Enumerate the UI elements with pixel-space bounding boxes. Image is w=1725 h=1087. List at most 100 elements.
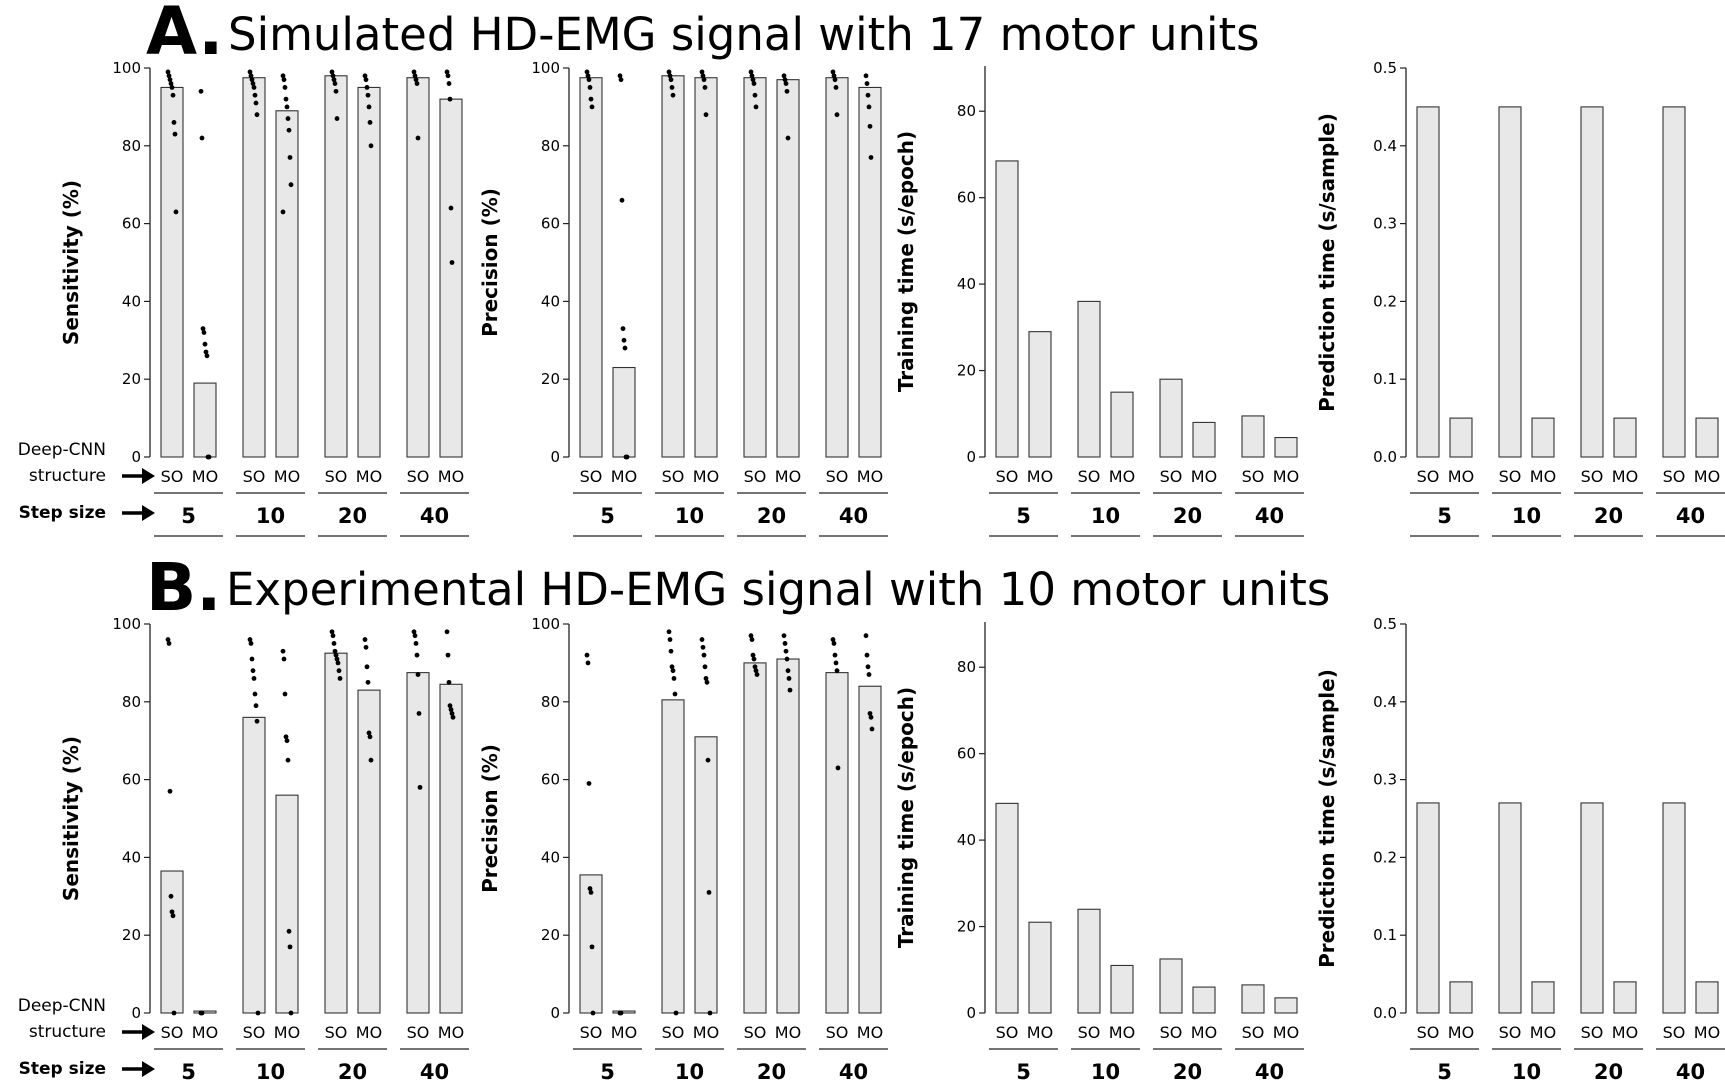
step-size-value: 5: [1016, 504, 1031, 528]
data-point: [754, 672, 760, 677]
bar-mo-step-10: [275, 794, 299, 1014]
data-point: [833, 660, 839, 666]
condition-label-so: SO: [161, 467, 184, 486]
condition-label-so: SO: [996, 467, 1019, 486]
data-point: [288, 1010, 294, 1016]
bar-so-step-10: [661, 699, 685, 1014]
data-point: [165, 69, 171, 75]
data-point: [365, 679, 371, 685]
data-point: [586, 77, 592, 83]
structure-label-line1-b: Deep-CNN: [18, 996, 106, 1016]
y-tick-label: 80: [957, 102, 976, 120]
y-axis-label: Training time (s/epoch): [894, 687, 918, 948]
data-point: [368, 143, 374, 149]
data-point: [333, 652, 339, 658]
data-point: [702, 85, 708, 90]
data-point: [869, 726, 875, 732]
y-tick-label: 80: [122, 693, 141, 711]
data-point: [333, 88, 339, 94]
data-point: [830, 69, 836, 75]
y-tick-label: 20: [541, 370, 560, 388]
step-size-value: 20: [1594, 504, 1623, 528]
data-point: [251, 85, 257, 90]
data-point: [622, 345, 628, 351]
data-point: [749, 73, 755, 79]
step-size-value: 5: [181, 1060, 196, 1083]
condition-label-so: SO: [580, 467, 603, 486]
condition-label-mo: MO: [1448, 1023, 1474, 1042]
data-point: [750, 652, 756, 658]
bar-so-step-40: [406, 77, 430, 458]
condition-label-mo: MO: [1530, 467, 1556, 486]
data-point: [415, 672, 421, 677]
step-size-value: 20: [1173, 504, 1202, 528]
step-size-value: 5: [600, 504, 615, 528]
condition-label-mo: MO: [274, 467, 300, 486]
data-point: [250, 668, 256, 674]
data-point: [669, 664, 675, 670]
data-point: [284, 738, 290, 744]
step-size-value: 5: [1016, 1060, 1031, 1083]
data-point: [832, 652, 838, 658]
data-point: [200, 326, 206, 332]
step-arrow-b: [122, 1061, 155, 1077]
data-point: [589, 944, 595, 950]
y-tick-label: 80: [122, 137, 141, 155]
condition-label-mo: MO: [1273, 467, 1299, 486]
chart-2: 0 20 40 60 80 100 Precision (%) SO MO 5 SO MO 10 SO MO…: [478, 59, 888, 537]
data-point: [666, 69, 672, 75]
data-point: [285, 116, 291, 121]
y-tick-label: 0.5: [1373, 615, 1397, 633]
condition-label-mo: MO: [1109, 1023, 1135, 1042]
y-tick-label: 60: [122, 771, 141, 789]
bar-mo-step-20: [1192, 986, 1216, 1014]
data-point: [621, 337, 627, 343]
y-tick-label: 80: [541, 137, 560, 155]
step-size-value: 20: [1173, 1060, 1202, 1083]
condition-label-so: SO: [580, 1023, 603, 1042]
data-point: [446, 679, 452, 685]
data-point: [201, 330, 207, 335]
data-point: [445, 73, 451, 79]
condition-label-mo: MO: [1027, 1023, 1053, 1042]
condition-label-so: SO: [1581, 467, 1604, 486]
step-size-label-a: Step size: [19, 503, 106, 523]
data-point: [585, 660, 591, 666]
bar-mo-step-20: [1613, 417, 1637, 458]
bar-so-step-40: [1662, 802, 1686, 1014]
condition-label-mo: MO: [857, 1023, 883, 1042]
data-point: [198, 88, 204, 94]
step-size-value: 20: [757, 504, 786, 528]
data-point: [283, 734, 289, 740]
data-point: [332, 648, 338, 654]
step-size-value: 20: [1594, 1060, 1623, 1083]
data-point: [868, 155, 874, 160]
data-point: [447, 96, 453, 102]
data-point: [166, 641, 172, 646]
step-size-value: 40: [1255, 1060, 1284, 1083]
bar-mo-step-5: [1449, 981, 1473, 1014]
bar-so-step-5: [579, 874, 603, 1014]
step-size-value: 10: [256, 504, 285, 528]
y-tick-label: 0.3: [1373, 215, 1397, 233]
y-tick-label: 20: [957, 362, 976, 380]
data-point: [366, 104, 372, 110]
data-point: [411, 629, 417, 635]
data-point: [286, 928, 292, 934]
panel-b-title: Experimental HD-EMG signal with 10 motor…: [226, 563, 1330, 616]
bar-mo-step-20: [776, 79, 800, 458]
data-point: [750, 77, 756, 83]
data-point: [707, 1010, 713, 1016]
data-point: [284, 104, 290, 110]
y-axis-label: Prediction time (s/sample): [1315, 113, 1339, 412]
bar-so-step-5: [160, 870, 184, 1014]
data-point: [588, 890, 594, 895]
data-point: [447, 703, 453, 709]
data-point: [785, 135, 791, 141]
data-point: [367, 120, 373, 125]
data-point: [334, 656, 340, 662]
bar-mo-step-10: [275, 110, 299, 458]
y-tick-label: 60: [541, 771, 560, 789]
y-tick-label: 0.0: [1373, 448, 1397, 466]
data-point: [586, 781, 592, 786]
